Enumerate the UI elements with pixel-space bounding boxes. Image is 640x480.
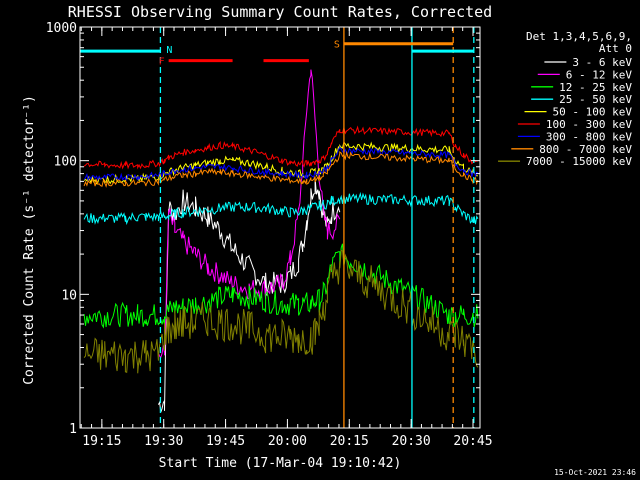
legend-entry-2: 6 - 12 keV — [566, 68, 633, 81]
legend-entry-3: 12 - 25 keV — [559, 81, 632, 94]
x-tick-label: 20:00 — [268, 434, 307, 449]
series-line-1 — [157, 178, 341, 413]
x-tick-label: 19:45 — [206, 434, 245, 449]
axes: 1 10 100 1000 19:15 19:30 19:45 20:00 20:15 20:30… — [46, 21, 493, 449]
series-line-4 — [83, 191, 479, 226]
y-tick-label: 1000 — [46, 21, 77, 36]
legend-entry-7: 300 - 800 keV — [546, 130, 632, 143]
plot-frame — [79, 26, 481, 429]
series-group — [83, 69, 479, 413]
legend-entry-6: 100 - 300 keV — [546, 118, 632, 131]
series-line-8 — [83, 150, 479, 188]
x-tick-label: 20:15 — [330, 434, 369, 449]
series-line-9 — [83, 249, 479, 374]
legend-entry-8: 800 - 7000 keV — [539, 143, 632, 156]
legend-header-line: Det 1,3,4,5,6,9, — [526, 30, 632, 43]
legend-entry-5: 50 - 100 keV — [553, 106, 633, 119]
x-tick-label: 19:30 — [144, 434, 183, 449]
y-tick-label: 10 — [61, 288, 77, 303]
plot-area: NF S — [80, 27, 479, 428]
flag-label-S: S — [334, 40, 340, 51]
x-tick-label: 19:15 — [82, 434, 121, 449]
legend-header-line: Att 0 — [599, 42, 632, 55]
y-axis-label: Corrected Count Rate (s⁻¹ detector⁻¹) — [22, 95, 37, 385]
legend-entry-4: 25 - 50 keV — [559, 93, 632, 106]
legend-entry-1: 3 - 6 keV — [572, 56, 632, 69]
footer-timestamp: 15-Oct-2021 23:46 — [554, 468, 636, 477]
y-tick-label: 100 — [54, 155, 77, 170]
chart-title: RHESSI Observing Summary Count Rates, Co… — [68, 3, 492, 21]
x-tick-label: 20:45 — [453, 434, 492, 449]
legend-entry-9: 7000 - 15000 keV — [526, 155, 632, 168]
x-axis-label: Start Time (17-Mar-04 19:10:42) — [159, 456, 402, 471]
flag-label-F: F — [159, 57, 165, 68]
flag-label-N: N — [166, 45, 172, 56]
series-line-2 — [157, 69, 341, 359]
y-tick-label: 1 — [69, 422, 77, 437]
x-tick-label: 20:30 — [392, 434, 431, 449]
